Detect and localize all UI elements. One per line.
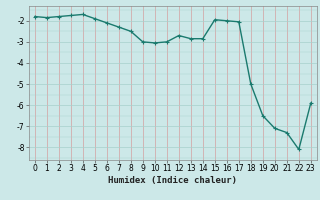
X-axis label: Humidex (Indice chaleur): Humidex (Indice chaleur) <box>108 176 237 185</box>
